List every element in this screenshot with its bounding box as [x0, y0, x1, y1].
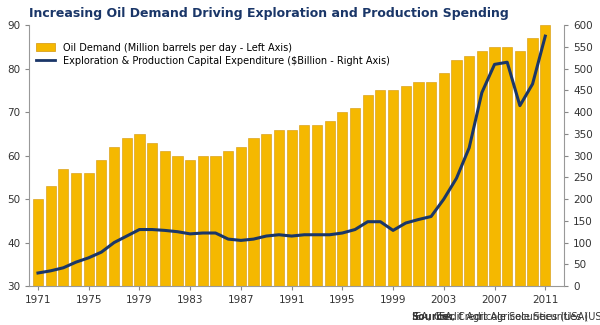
Bar [312, 125, 322, 325]
Bar [211, 156, 221, 325]
Bar [413, 82, 424, 325]
Bar [172, 156, 182, 325]
Text: Increasing Oil Demand Driving Exploration and Production Spending: Increasing Oil Demand Driving Exploratio… [29, 7, 509, 20]
Bar [223, 151, 233, 325]
Bar [134, 134, 145, 325]
Bar [299, 125, 310, 325]
Bar [83, 173, 94, 325]
Bar [337, 112, 347, 325]
Bar [464, 56, 474, 325]
Bar [325, 121, 335, 325]
Text: IEA, Credit Agricole Securities (USA): IEA, Credit Agricole Securities (USA) [433, 312, 600, 322]
Bar [248, 138, 259, 325]
Bar [109, 147, 119, 325]
Bar [97, 160, 106, 325]
Bar [477, 51, 487, 325]
Bar [71, 173, 81, 325]
Bar [287, 130, 296, 325]
Bar [362, 95, 373, 325]
Bar [160, 151, 170, 325]
Bar [236, 147, 246, 325]
Bar [147, 143, 157, 325]
Bar [33, 199, 43, 325]
Bar [540, 25, 550, 325]
Bar [388, 90, 398, 325]
Bar [376, 90, 385, 325]
Bar [515, 51, 525, 325]
Bar [198, 156, 208, 325]
Bar [527, 38, 538, 325]
Bar [46, 186, 56, 325]
Bar [502, 47, 512, 325]
Bar [122, 138, 132, 325]
Bar [350, 108, 360, 325]
Bar [451, 60, 461, 325]
Bar [274, 130, 284, 325]
Bar [185, 160, 195, 325]
Bar [490, 47, 500, 325]
Text: IEA, Credit Agricole Securities (USA): IEA, Credit Agricole Securities (USA) [409, 312, 588, 322]
Legend: Oil Demand (Million barrels per day - Left Axis), Exploration & Production Capit: Oil Demand (Million barrels per day - Le… [34, 41, 392, 68]
Bar [261, 134, 271, 325]
Bar [426, 82, 436, 325]
Bar [439, 73, 449, 325]
Bar [401, 86, 411, 325]
Bar [58, 169, 68, 325]
Text: Source:: Source: [412, 312, 454, 322]
